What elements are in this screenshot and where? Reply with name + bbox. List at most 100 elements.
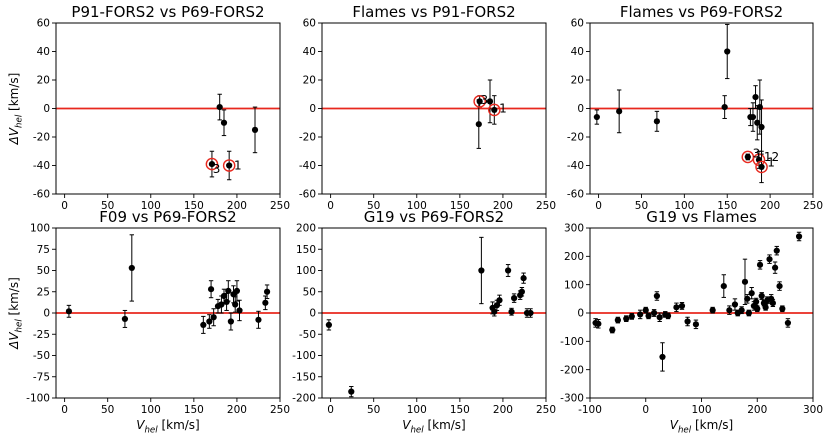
- chart-panel-5: G19 vs P69-FORS2 0 50 100 150 200 250 -200 -150 -…: [292, 208, 556, 435]
- x-tick-label: 150: [450, 200, 470, 212]
- y-tick-label: -60: [567, 189, 584, 201]
- plot-frame: [321, 22, 547, 195]
- x-tick-label: 150: [450, 404, 470, 416]
- x-tick-label: -100: [578, 404, 602, 416]
- data-point: [255, 316, 262, 323]
- point-annotation: 3: [481, 93, 489, 107]
- data-point: [651, 309, 658, 317]
- data-point: [491, 106, 498, 114]
- data-point: [478, 267, 485, 274]
- x-tick-label: 50: [635, 200, 648, 212]
- data-point: [758, 292, 765, 300]
- x-tick-label: 50: [101, 200, 114, 212]
- y-tick-label: -300: [560, 393, 584, 405]
- data-point: [207, 286, 215, 293]
- data-point: [493, 302, 500, 309]
- y-tick-label: 0: [577, 103, 584, 115]
- data-point: [795, 233, 803, 240]
- data-point: [595, 320, 602, 327]
- y-tick-label: 0: [577, 308, 584, 320]
- x-tick-label: 250: [270, 200, 290, 212]
- x-tick-label: 0: [61, 200, 68, 212]
- data-point: [475, 121, 482, 128]
- data-point: [527, 309, 534, 317]
- data-point: [756, 261, 764, 268]
- data-point: [216, 103, 223, 111]
- x-tick-label: 200: [227, 404, 247, 416]
- data-point: [208, 160, 216, 168]
- x-tick-label: 100: [141, 200, 161, 212]
- data-point: [325, 321, 332, 328]
- data-point: [762, 304, 769, 311]
- x-tick-label: 200: [227, 200, 247, 212]
- data-point: [614, 316, 621, 324]
- y-tick-label: 60: [303, 18, 316, 30]
- data-point: [678, 302, 686, 310]
- y-tick-label: -60: [33, 189, 50, 201]
- x-axis-label: Vhel [km/s]: [136, 418, 200, 435]
- chart-title: Flames vs P69-FORS2: [620, 3, 783, 21]
- data-point: [628, 313, 635, 320]
- x-tick-label: 0: [61, 404, 68, 416]
- data-point: [753, 298, 760, 305]
- y-axis-label: ΔVhel [km/s]: [7, 277, 24, 350]
- y-tick-label: 40: [37, 46, 50, 58]
- data-point: [645, 312, 652, 319]
- x-tick-label: 200: [493, 404, 513, 416]
- plot-frame: [589, 22, 814, 195]
- y-tick-label: 200: [564, 251, 584, 263]
- x-tick-label: 150: [184, 404, 204, 416]
- data-point: [508, 308, 515, 315]
- y-tick-label: 300: [564, 223, 584, 235]
- data-point: [518, 288, 525, 295]
- y-tick-label: 0: [309, 103, 316, 115]
- x-tick-label: 100: [141, 404, 161, 416]
- data-point: [220, 119, 228, 126]
- data-point: [724, 48, 731, 55]
- data-point: [476, 98, 483, 105]
- data-point: [766, 256, 773, 263]
- data-point: [656, 314, 663, 321]
- chart-title: Flames vs P91-FORS2: [352, 3, 515, 21]
- plot-frame: [55, 227, 281, 399]
- y-tick-label: 60: [37, 18, 50, 30]
- x-tick-label: 250: [536, 404, 556, 416]
- data-point: [776, 282, 783, 290]
- plot-frame: [321, 227, 547, 399]
- data-point: [771, 264, 779, 271]
- x-tick-label: 0: [327, 200, 334, 212]
- y-tick-label: 0: [43, 103, 50, 115]
- data-point: [744, 295, 751, 302]
- data-point: [593, 113, 600, 121]
- data-point: [220, 292, 228, 300]
- chart-title: P91-FORS2 vs P69-FORS2: [71, 3, 264, 21]
- y-tick-label: 40: [571, 46, 584, 58]
- x-tick-label: 0: [642, 404, 649, 416]
- y-tick-label: -100: [560, 336, 584, 348]
- data-point: [748, 290, 755, 297]
- data-point: [720, 282, 727, 290]
- chart-title: G19 vs P69-FORS2: [364, 208, 504, 226]
- y-tick-label: 20: [303, 75, 316, 87]
- highlight-ring: [488, 103, 501, 117]
- point-annotation: 3: [213, 162, 221, 176]
- x-tick-label: 0: [595, 200, 602, 212]
- x-axis-label: Vhel [km/s]: [670, 418, 734, 435]
- x-tick-label: 200: [493, 200, 513, 212]
- highlight-ring: [205, 157, 219, 171]
- x-tick-label: 50: [101, 404, 114, 416]
- data-point: [653, 118, 661, 125]
- x-tick-label: 150: [184, 200, 204, 212]
- y-tick-label: -50: [33, 350, 50, 362]
- y-tick-label: -50: [299, 329, 316, 341]
- data-point: [623, 315, 630, 322]
- x-tick-label: 50: [367, 200, 380, 212]
- data-point: [773, 247, 780, 254]
- y-tick-label: 40: [303, 46, 316, 58]
- y-tick-label: -200: [560, 364, 584, 376]
- x-tick-label: 100: [674, 200, 694, 212]
- y-tick-label: -40: [567, 160, 584, 172]
